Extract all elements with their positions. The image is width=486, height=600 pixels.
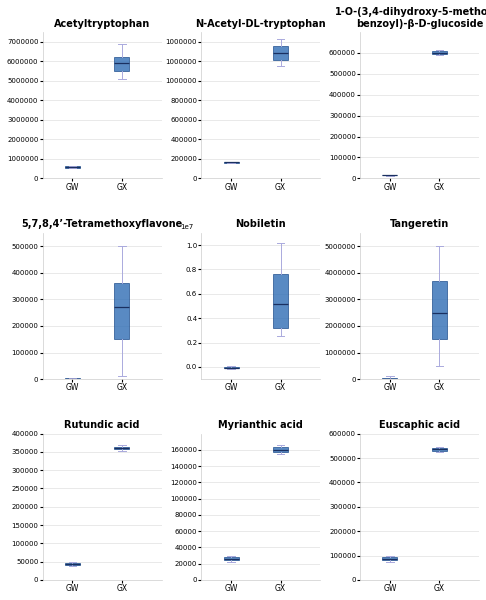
PathPatch shape <box>115 447 129 449</box>
Title: Myrianthic acid: Myrianthic acid <box>218 420 303 430</box>
Title: 5,7,8,4’-Tetramethoxyflavone: 5,7,8,4’-Tetramethoxyflavone <box>21 220 183 229</box>
PathPatch shape <box>65 166 80 167</box>
PathPatch shape <box>432 448 447 451</box>
PathPatch shape <box>224 367 239 368</box>
PathPatch shape <box>224 162 239 163</box>
PathPatch shape <box>115 283 129 339</box>
Title: Nobiletin: Nobiletin <box>236 220 286 229</box>
PathPatch shape <box>224 557 239 560</box>
PathPatch shape <box>65 563 80 565</box>
PathPatch shape <box>273 274 288 328</box>
PathPatch shape <box>115 58 129 71</box>
Title: Acetyltryptophan: Acetyltryptophan <box>54 19 150 29</box>
PathPatch shape <box>432 52 447 54</box>
Title: N-Acetyl-DL-tryptophan: N-Acetyl-DL-tryptophan <box>195 19 326 29</box>
Text: 1e7: 1e7 <box>180 224 193 230</box>
Title: Euscaphic acid: Euscaphic acid <box>379 420 460 430</box>
PathPatch shape <box>432 281 447 339</box>
Title: Rutundic acid: Rutundic acid <box>64 420 140 430</box>
Title: Tangeretin: Tangeretin <box>390 220 449 229</box>
PathPatch shape <box>382 378 397 380</box>
PathPatch shape <box>382 557 397 560</box>
Title: 1-O-(3,4-dihydroxy-5-methoxy-
benzoyl)-β-D-glucoside: 1-O-(3,4-dihydroxy-5-methoxy- benzoyl)-β… <box>334 7 486 29</box>
PathPatch shape <box>273 448 288 452</box>
PathPatch shape <box>273 46 288 61</box>
